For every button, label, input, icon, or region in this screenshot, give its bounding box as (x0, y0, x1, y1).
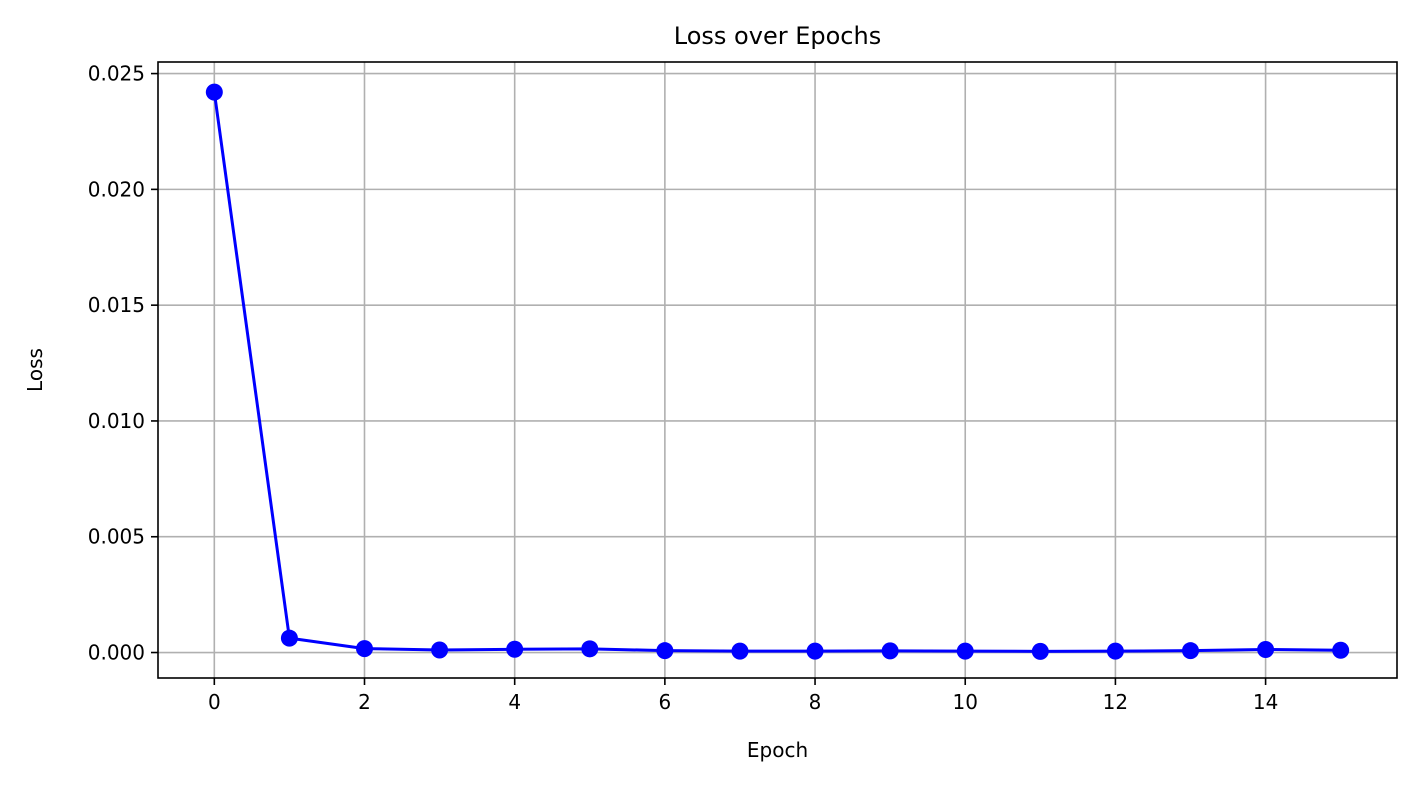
data-point (881, 642, 899, 660)
x-tick-label: 12 (1103, 690, 1128, 714)
data-point (506, 640, 524, 658)
series-line (212, 91, 1341, 653)
plot-frame (157, 61, 1398, 679)
data-point (956, 642, 974, 660)
y-tick-label: 0.005 (88, 525, 145, 549)
data-point (731, 642, 749, 660)
y-tick-label: 0.015 (88, 293, 145, 317)
x-axis-label: Epoch (747, 738, 808, 762)
data-point (806, 642, 824, 660)
x-tick-label: 0 (208, 690, 221, 714)
data-point (280, 629, 298, 647)
x-tick-label: 14 (1253, 690, 1278, 714)
chart-title: Loss over Epochs (674, 22, 881, 50)
data-point (1106, 642, 1124, 660)
data-point (356, 640, 373, 658)
y-tick-label: 0.000 (88, 641, 145, 665)
y-tick-label: 0.020 (88, 177, 145, 201)
x-tick-label: 6 (658, 690, 671, 714)
data-point (1257, 641, 1275, 659)
x-tick-label: 2 (358, 690, 371, 714)
y-tick-label: 0.010 (88, 409, 145, 433)
data-point (1182, 642, 1199, 660)
data-point (205, 83, 223, 101)
x-tick-label: 10 (953, 690, 978, 714)
x-tick-label: 8 (809, 690, 822, 714)
data-point (581, 640, 599, 658)
y-axis-label: Loss (23, 348, 47, 392)
y-axis-ticks: 0.000 0.005 0.010 0.015 0.020 0.025 (88, 62, 158, 665)
data-point (1332, 641, 1350, 659)
data-point (431, 641, 449, 659)
data-point (1031, 642, 1049, 660)
x-tick-label: 4 (508, 690, 521, 714)
grid (158, 62, 1397, 678)
x-axis-ticks: 0 2 4 6 8 10 12 14 (208, 678, 1278, 714)
series-layer (205, 83, 1350, 660)
y-tick-label: 0.025 (88, 62, 145, 86)
data-point (656, 642, 674, 660)
